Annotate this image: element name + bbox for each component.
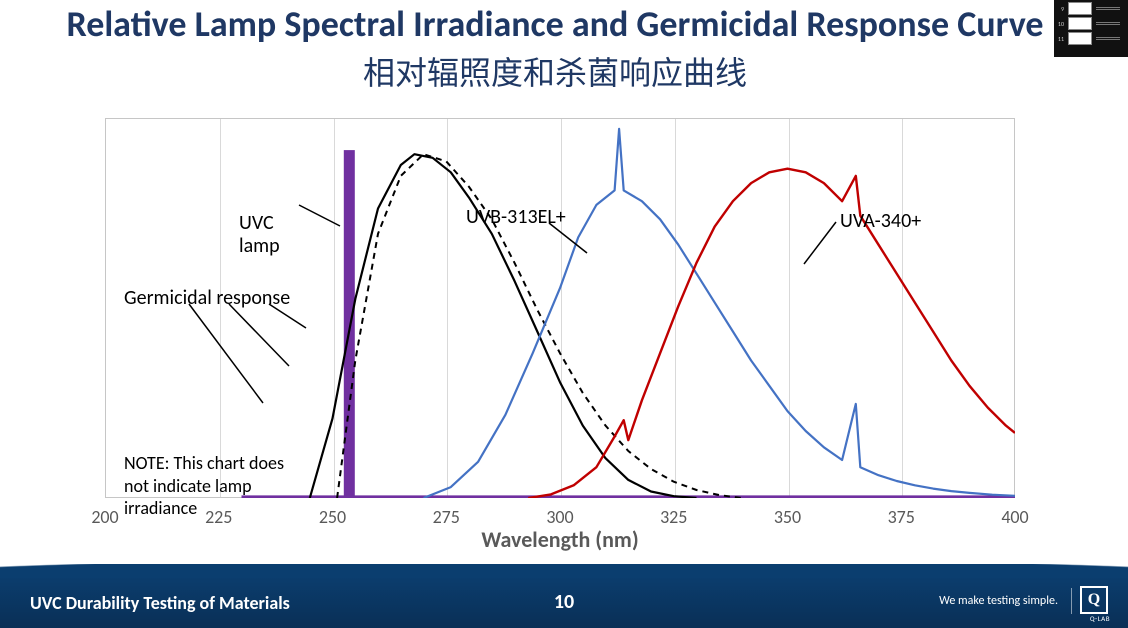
thumb-index: 11 <box>1056 35 1064 43</box>
footer-divider <box>1071 588 1072 614</box>
x-tick-label: 300 <box>546 506 573 528</box>
thumbnail-panel[interactable]: 9 10 11 <box>1054 0 1128 57</box>
label-uvb-313: UVB-313EL+ <box>466 206 566 229</box>
chart-note: NOTE: This chart does not indicate lamp … <box>124 452 284 520</box>
x-tick-label: 350 <box>774 506 801 528</box>
thumb-preview[interactable] <box>1068 2 1092 15</box>
label-uvc-lamp: UVClamp <box>239 212 280 258</box>
x-tick-label: 250 <box>319 506 346 528</box>
x-tick-label: 275 <box>433 506 460 528</box>
thumb-index: 9 <box>1056 5 1064 13</box>
thumbnail-row[interactable]: 11 <box>1056 32 1126 45</box>
x-tick-label: 400 <box>1001 506 1028 528</box>
x-tick-label: 375 <box>888 506 915 528</box>
thumb-preview[interactable] <box>1068 17 1092 30</box>
thumbnail-row[interactable]: 9 <box>1056 2 1126 15</box>
label-germicidal: Germicidal response <box>124 287 290 310</box>
footer: UVC Durability Testing of Materials 10 W… <box>0 574 1128 628</box>
thumb-index: 10 <box>1056 20 1064 28</box>
footer-tagline: We make testing simple. <box>939 594 1058 608</box>
x-axis-title: Wavelength (nm) <box>90 526 1030 553</box>
qlab-logo-icon: Q <box>1080 586 1108 614</box>
x-tick-label: 200 <box>91 506 118 528</box>
qlab-logo-text: Q-LAB <box>1090 614 1110 623</box>
x-tick-label: 325 <box>660 506 687 528</box>
title-cn: 相对辐照度和杀菌响应曲线 <box>0 48 1110 94</box>
title-en: Relative Lamp Spectral Irradiance and Ge… <box>0 2 1110 46</box>
footer-curve <box>0 564 1128 578</box>
label-uva-340: UVA-340+ <box>840 210 921 233</box>
thumbnail-row[interactable]: 10 <box>1056 17 1126 30</box>
slide: Relative Lamp Spectral Irradiance and Ge… <box>0 0 1128 628</box>
thumb-preview[interactable] <box>1068 32 1092 45</box>
